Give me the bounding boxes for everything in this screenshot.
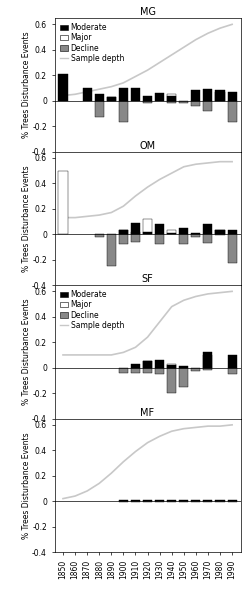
Bar bbox=[95, 234, 104, 236]
Bar bbox=[203, 368, 213, 370]
Bar bbox=[131, 368, 140, 373]
Y-axis label: % Trees Disturbance Events: % Trees Disturbance Events bbox=[22, 432, 31, 539]
Bar bbox=[143, 361, 152, 368]
Title: MG: MG bbox=[140, 7, 155, 17]
Bar bbox=[131, 364, 140, 368]
Bar bbox=[167, 101, 176, 103]
Bar bbox=[167, 233, 176, 234]
Bar bbox=[155, 368, 164, 374]
Bar bbox=[228, 368, 237, 374]
Bar bbox=[107, 97, 116, 101]
Bar bbox=[167, 364, 176, 368]
Bar bbox=[228, 101, 237, 122]
Legend: Moderate, Major, Decline, Sample depth: Moderate, Major, Decline, Sample depth bbox=[58, 22, 125, 64]
Bar bbox=[216, 500, 224, 501]
Title: OM: OM bbox=[139, 141, 156, 151]
Bar bbox=[216, 230, 224, 234]
Bar bbox=[179, 234, 188, 244]
Bar bbox=[119, 368, 128, 373]
Bar bbox=[155, 360, 164, 368]
Bar bbox=[167, 365, 176, 368]
Bar bbox=[216, 91, 224, 101]
Bar bbox=[155, 224, 164, 234]
Bar bbox=[131, 500, 140, 501]
Bar bbox=[167, 500, 176, 501]
Bar bbox=[203, 501, 213, 502]
Bar bbox=[203, 355, 213, 368]
Bar bbox=[131, 88, 140, 101]
Bar bbox=[191, 233, 200, 234]
Bar bbox=[59, 74, 67, 101]
Bar bbox=[228, 501, 237, 502]
Bar bbox=[59, 170, 67, 234]
Bar bbox=[228, 355, 237, 368]
Bar bbox=[119, 101, 128, 122]
Bar bbox=[203, 234, 213, 243]
Bar bbox=[143, 501, 152, 502]
Bar bbox=[155, 93, 164, 101]
Bar bbox=[203, 352, 213, 368]
Bar bbox=[131, 223, 140, 234]
Bar bbox=[155, 500, 164, 501]
Bar bbox=[216, 501, 224, 502]
Bar bbox=[143, 101, 152, 103]
Bar bbox=[203, 224, 213, 234]
Bar bbox=[143, 500, 152, 501]
Bar bbox=[119, 234, 128, 244]
Bar bbox=[119, 500, 128, 501]
Bar bbox=[107, 234, 116, 266]
Legend: Moderate, Major, Decline, Sample depth: Moderate, Major, Decline, Sample depth bbox=[58, 289, 125, 331]
Bar bbox=[143, 219, 152, 234]
Bar bbox=[216, 234, 224, 235]
Bar bbox=[119, 230, 128, 234]
Bar bbox=[143, 361, 152, 368]
Bar bbox=[203, 500, 213, 501]
Bar bbox=[179, 228, 188, 234]
Bar bbox=[179, 368, 188, 387]
Bar bbox=[179, 367, 188, 368]
Title: SF: SF bbox=[142, 274, 154, 284]
Bar bbox=[228, 230, 237, 234]
Bar bbox=[191, 500, 200, 501]
Bar bbox=[179, 101, 188, 103]
Bar bbox=[119, 230, 128, 234]
Bar bbox=[191, 368, 200, 371]
Bar bbox=[216, 92, 224, 101]
Bar bbox=[143, 232, 152, 234]
Bar bbox=[143, 368, 152, 373]
Bar bbox=[119, 501, 128, 502]
Bar bbox=[191, 501, 200, 502]
Bar bbox=[228, 500, 237, 501]
Bar bbox=[191, 91, 200, 101]
Bar bbox=[228, 92, 237, 101]
Bar bbox=[167, 95, 176, 101]
Bar bbox=[131, 501, 140, 502]
Bar bbox=[131, 234, 140, 242]
Bar bbox=[167, 501, 176, 502]
Bar bbox=[203, 101, 213, 111]
Bar bbox=[155, 234, 164, 244]
Bar bbox=[83, 88, 92, 101]
Bar bbox=[95, 101, 104, 117]
Bar bbox=[131, 232, 140, 234]
Bar bbox=[216, 230, 224, 234]
Bar bbox=[179, 501, 188, 502]
Bar bbox=[179, 500, 188, 501]
Bar bbox=[167, 94, 176, 101]
Bar bbox=[203, 89, 213, 101]
Bar bbox=[167, 230, 176, 234]
Bar bbox=[155, 501, 164, 502]
Bar bbox=[228, 234, 237, 263]
Y-axis label: % Trees Disturbance Events: % Trees Disturbance Events bbox=[22, 165, 31, 272]
Y-axis label: % Trees Disturbance Events: % Trees Disturbance Events bbox=[22, 298, 31, 405]
Bar bbox=[191, 101, 200, 106]
Bar bbox=[143, 95, 152, 101]
Bar bbox=[167, 368, 176, 393]
Bar bbox=[119, 88, 128, 101]
Bar bbox=[95, 94, 104, 101]
Bar bbox=[191, 234, 200, 236]
Y-axis label: % Trees Disturbance Events: % Trees Disturbance Events bbox=[22, 31, 31, 138]
Bar bbox=[107, 97, 116, 101]
Title: MF: MF bbox=[141, 408, 155, 418]
